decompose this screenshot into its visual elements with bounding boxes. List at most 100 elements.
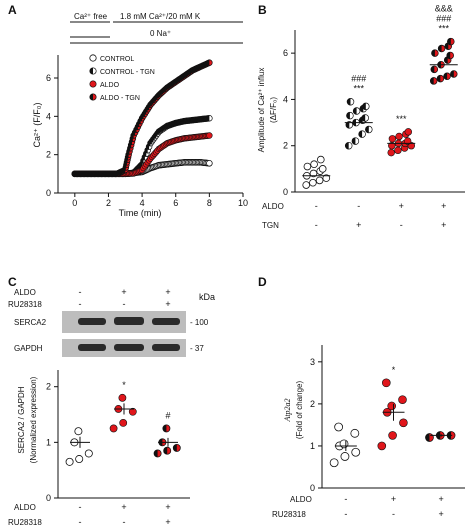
panel-d-ylabel-1: Atp2a2 [283,398,292,422]
panel-d-point [339,439,349,449]
panel-d-ru-sign-0: - [344,509,347,519]
panel-c-ytick-label-1: 1 [46,437,51,447]
panel-c-top-aldo-sign-0: - [79,287,82,297]
panel-c-point [84,449,93,458]
blot-kda-100: - 100 [190,318,209,327]
panel-b-point [395,132,403,141]
panel-b-point [450,70,458,78]
panel-c-aldo-sign-2: + [165,502,170,512]
panel-b-point [346,97,355,106]
panel-c-point [109,424,118,433]
panel-b-point [362,102,370,111]
panel-d-point [329,458,339,468]
panel-d-aldo-sign-0: - [344,494,347,504]
panel-c-group-2: # [153,410,181,458]
legend-aldo-tgn: ALDO - TGN [100,95,140,102]
panel-b-point [309,169,318,178]
panel-b-tgn-sign-3: + [441,220,446,230]
panel-c-ytick-label-0: 0 [46,493,51,503]
blot-kda-37: - 37 [190,344,204,353]
panel-b-point [430,65,439,74]
panel-c-ylabel-1: SERCA2 / GAPDH [17,386,26,453]
panel-d-row-ru: RU28318 [272,510,306,519]
panel-b-point [361,114,369,122]
panel-d-sig-label: * [392,365,396,375]
panel-a-point [206,159,213,167]
panel-d-group-2 [425,431,456,442]
panel-c-point [163,446,172,455]
panel-b-sig-label: &&& [435,4,453,14]
panel-b-ylabel-2: (ΔF/F₀) [269,97,278,123]
panel-c-point [162,424,171,433]
panel-d-aldo-sign-2: + [439,494,444,504]
panel-c-sig-label: # [165,410,170,420]
panel-b-point [316,155,325,164]
panel-b-ytick-label-1: 2 [283,141,288,151]
legend-control: CONTROL [100,56,134,63]
kda-label: kDa [199,292,215,302]
panel-b-sig-label: *** [396,114,407,124]
legend-marker-0 [89,54,97,62]
panel-b-tgn-sign-2: - [400,220,403,230]
panel-c-row-aldo: ALDO [14,503,36,512]
panel-b-point [404,128,412,136]
legend-marker-1 [89,67,97,75]
panel-label-c: C [8,275,17,289]
panel-b-point [309,178,317,187]
panel-c-top-ru-sign-1: - [123,299,126,309]
panel-b-tgn-sign-0: - [315,220,318,230]
panel-a-xtick-label-0: 0 [72,198,77,208]
panel-d-point [381,378,391,388]
panel-c-point [172,443,181,452]
panel-b-point [447,37,455,46]
band-serca2-3 [152,318,180,325]
panel-c-top-ru: RU28318 [8,300,42,309]
panel-b-point [344,141,353,150]
panel-label-d: D [258,275,267,289]
panel-a-xtick-label-4: 8 [207,198,212,208]
band-gapdh-1 [78,344,106,351]
panel-c-top-aldo-sign-2: + [165,287,170,297]
panel-b-point [437,44,446,53]
panel-b-point [443,56,452,64]
panel-c-group-1: * [109,380,137,433]
panel-d-point [340,452,350,461]
panel-d-row-aldo: ALDO [290,495,312,504]
panel-b-point [358,130,366,138]
panel-c-ru-sign-0: - [79,517,82,527]
panel-a-ytick-label-3: 6 [46,73,51,83]
panel-label-b: B [258,3,267,17]
panel-b-sig-label: ### [436,14,451,24]
panel-c-point [74,427,83,436]
panel-a-axes: 0 2 4 6 0 2 4 6 8 10 [46,55,248,208]
panel-a-series-2 [71,132,213,178]
panel-b-group-3: &&&###*** [429,4,458,85]
legend-marker-3 [89,93,97,101]
panel-b-point [365,125,373,134]
panel-b-sig-label: *** [438,24,449,34]
panel-d-point [334,422,344,432]
band-gapdh-2 [114,344,144,351]
panel-a-point [206,132,213,139]
panel-c-top-aldo: ALDO [14,288,36,297]
panel-a-legend: CONTROL CONTROL - TGN ALDO ALDO - TGN [89,54,155,102]
legend-marker-2 [89,80,97,88]
panel-b-point [302,181,311,189]
panel-b-point [351,137,360,145]
panel-c-point [118,393,127,402]
panel-a-ytick-label-2: 4 [46,111,51,121]
panel-b-point [303,162,312,171]
panel-b-point [352,107,361,115]
legend-aldo: ALDO [100,82,120,89]
band-serca2-2 [114,317,144,325]
panel-c-blot: kDa SERCA2 GAPDH - 100 - 37 [14,292,215,357]
panel-c-ytick-label-2: 2 [46,382,51,392]
panel-b-point [322,174,331,182]
blot-label-gapdh: GAPDH [14,344,43,353]
panel-b-point [318,165,327,173]
sodium-label: 0 Na⁺ [150,29,171,38]
band-serca2-1 [78,318,106,325]
panel-d-point [398,395,407,404]
panel-c-aldo-sign-1: + [121,502,126,512]
